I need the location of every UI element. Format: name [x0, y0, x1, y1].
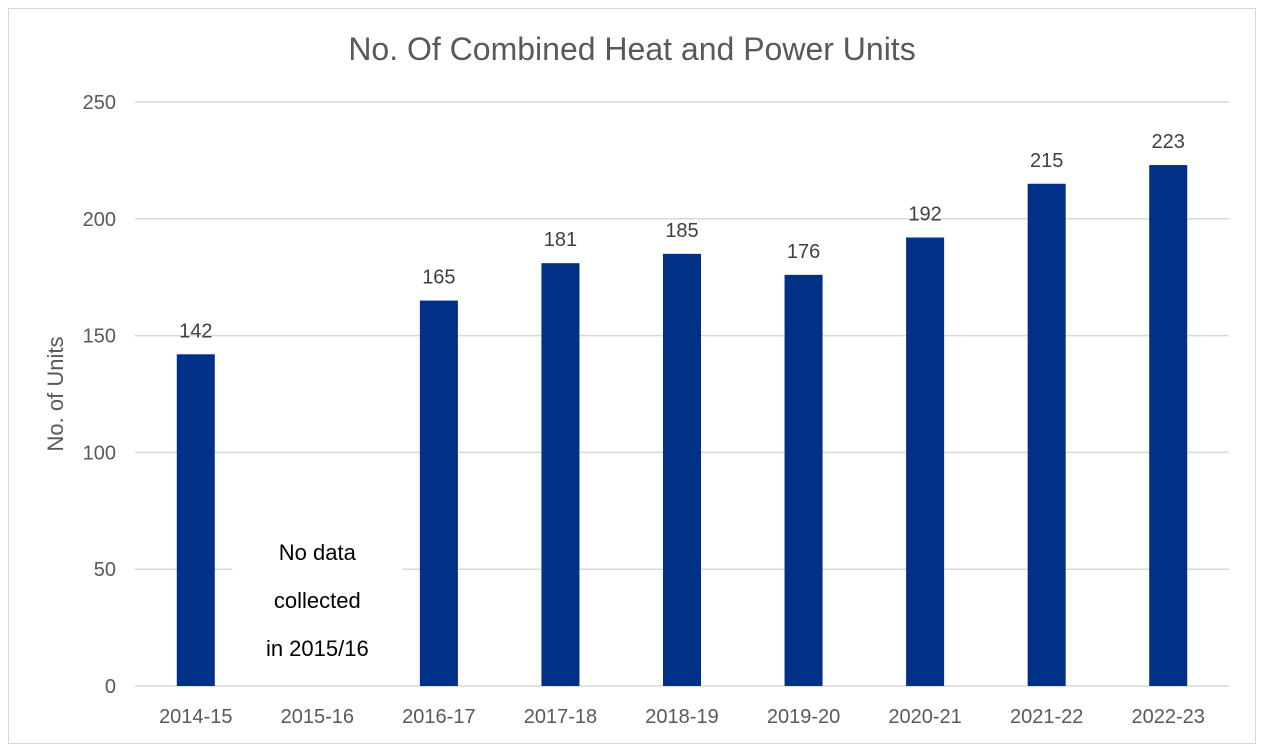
data-label: 223 [1152, 131, 1185, 153]
bars [176, 165, 1188, 686]
x-tick-label: 2020-21 [888, 706, 961, 728]
y-tick-label: 0 [105, 676, 116, 698]
y-tick-labels: 0 50 100 150 200 250 [83, 92, 116, 698]
data-label: 185 [665, 220, 698, 242]
y-axis-title: No. of Units [43, 337, 68, 452]
data-label: 176 [787, 241, 820, 263]
y-tick-label: 250 [83, 92, 116, 114]
chart-title: No. Of Combined Heat and Power Units [348, 31, 915, 67]
x-tick-label: 2018-19 [645, 706, 718, 728]
y-tick-label: 150 [83, 326, 116, 348]
y-tick-label: 50 [94, 559, 116, 581]
no-data-annotation: No data collected in 2015/16 [266, 540, 369, 661]
bar [541, 263, 580, 686]
x-tick-label: 2021-22 [1010, 706, 1083, 728]
data-label: 215 [1030, 150, 1063, 172]
x-tick-label: 2016-17 [402, 706, 475, 728]
data-label: 142 [179, 320, 212, 342]
bar [784, 274, 823, 686]
bar [419, 300, 458, 686]
bar [176, 354, 215, 686]
x-tick-labels: 2014-15 2015-16 2016-17 2017-18 2018-19 2019-… [159, 706, 1205, 728]
bar [663, 253, 701, 686]
x-tick-label: 2014-15 [159, 706, 232, 728]
data-label: 165 [422, 267, 455, 289]
bar [1149, 165, 1188, 686]
x-tick-label: 2017-18 [524, 706, 597, 728]
y-tick-label: 200 [83, 209, 116, 231]
x-tick-label: 2022-23 [1132, 706, 1205, 728]
bar [906, 237, 945, 686]
data-label: 181 [544, 229, 577, 251]
data-label: 192 [908, 203, 941, 225]
annotation-mask [232, 530, 403, 680]
annotation-line: No data [279, 540, 357, 565]
y-tick-label: 100 [83, 442, 116, 464]
x-tick-label: 2015-16 [281, 706, 354, 728]
data-labels: 142 165 181 185 176 192 215 223 [179, 131, 1185, 342]
annotation-line: collected [274, 588, 361, 613]
annotation-line: in 2015/16 [266, 636, 369, 661]
annotation-background [232, 530, 403, 680]
x-tick-label: 2019-20 [767, 706, 840, 728]
bar [1027, 183, 1066, 686]
